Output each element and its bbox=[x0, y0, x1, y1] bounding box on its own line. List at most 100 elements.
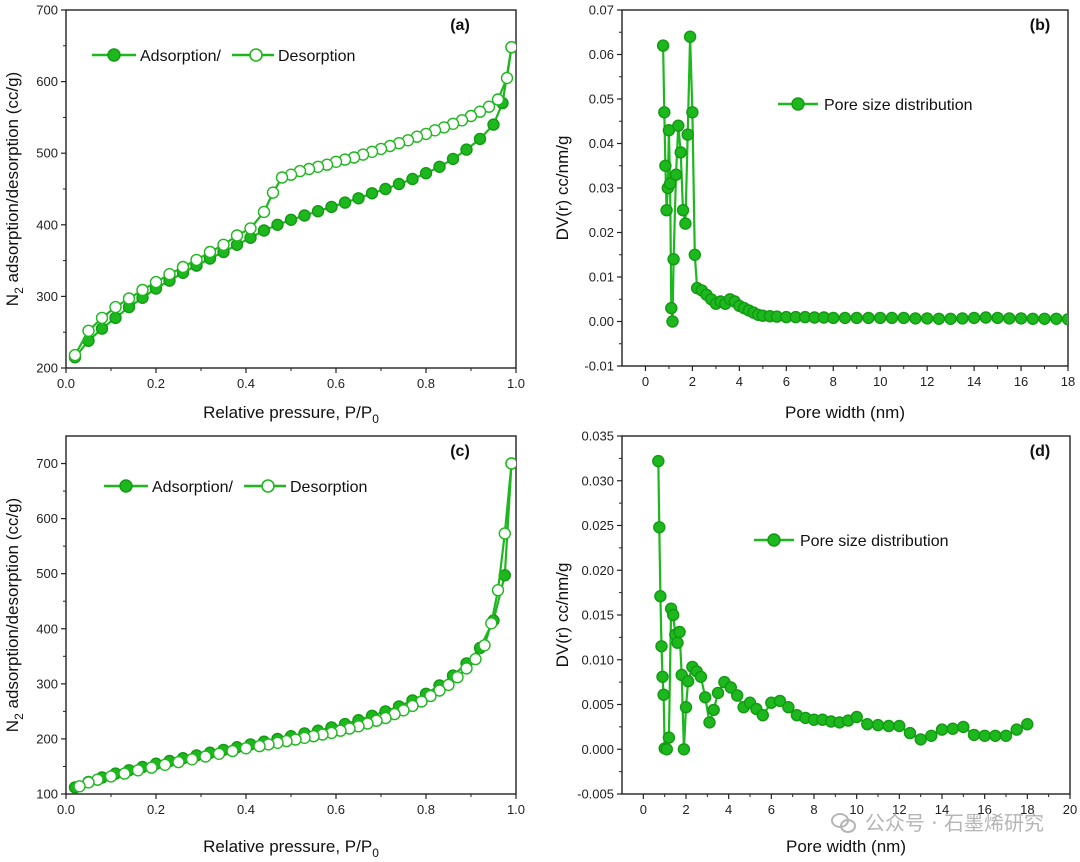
y-tick-label: 0.015 bbox=[581, 608, 614, 623]
panel-c: 0.0 0.2 0.4 0.6 0.8 1.0 100 200 300 400 500 600 700 R… bbox=[3, 435, 525, 860]
y-tick-label: -0.005 bbox=[577, 787, 614, 802]
x-tick-label: 0.2 bbox=[147, 802, 165, 817]
data-point-filled bbox=[699, 691, 712, 704]
data-point-filled bbox=[1026, 312, 1040, 325]
y-axis-title-text: adsorption/desorption (cc/g) bbox=[3, 498, 22, 713]
legend-label: Desorption bbox=[290, 479, 367, 496]
data-point-filled bbox=[871, 718, 885, 732]
legend-marker-filled bbox=[767, 533, 781, 547]
y-tick-label: -0.01 bbox=[584, 359, 614, 374]
data-point-filled bbox=[967, 311, 981, 325]
x-tick-label: 16 bbox=[1014, 374, 1028, 389]
data-point-filled bbox=[271, 218, 284, 232]
y-axis-title-subscript: 2 bbox=[12, 287, 26, 294]
panel-label: (c) bbox=[450, 443, 470, 460]
data-point-filled bbox=[652, 454, 665, 468]
data-point-filled bbox=[671, 636, 684, 649]
data-point-filled bbox=[731, 689, 744, 702]
data-point-filled bbox=[838, 311, 852, 325]
data-point-open bbox=[68, 348, 82, 362]
data-point-open bbox=[149, 275, 163, 289]
x-tick-label: 0.4 bbox=[237, 802, 255, 817]
x-tick-label: 0.6 bbox=[327, 376, 345, 391]
panel-label: (b) bbox=[1030, 17, 1050, 34]
y-tick-label: 0.05 bbox=[589, 92, 614, 107]
x-tick-label: 1.0 bbox=[507, 376, 525, 391]
y-tick-label: 300 bbox=[36, 676, 58, 691]
data-point-filled bbox=[683, 30, 697, 43]
data-point-filled bbox=[914, 733, 927, 746]
x-axis-title: Pore width (nm) bbox=[785, 403, 905, 422]
data-point-filled bbox=[658, 106, 671, 119]
legend-marker-filled bbox=[119, 479, 133, 493]
data-point-open bbox=[226, 744, 239, 758]
y-axis-title: N2 adsorption/desorption (cc/g) bbox=[3, 72, 26, 306]
data-point-filled bbox=[861, 718, 874, 731]
data-point-filled bbox=[667, 253, 680, 266]
x-tick-label: 6 bbox=[783, 374, 790, 389]
y-tick-label: 500 bbox=[36, 566, 58, 581]
y-tick-label: 0.010 bbox=[581, 652, 614, 667]
data-point-filled bbox=[897, 311, 910, 325]
x-axis-title-text: Pore width (nm) bbox=[786, 837, 906, 856]
data-point-open bbox=[145, 761, 158, 774]
x-tick-label: 20 bbox=[1063, 802, 1077, 817]
x-tick-label: 0.6 bbox=[327, 802, 345, 817]
data-point-open bbox=[275, 171, 289, 184]
x-axis-title-subscript: 0 bbox=[372, 412, 379, 426]
data-point-filled bbox=[674, 146, 687, 159]
data-point-filled bbox=[957, 720, 970, 734]
data-point-open bbox=[244, 222, 257, 235]
legend: Adsorption/Desorption bbox=[92, 48, 355, 65]
x-tick-label: 4 bbox=[736, 374, 743, 389]
data-point-filled bbox=[655, 640, 668, 653]
panel-label: (d) bbox=[1030, 443, 1050, 460]
data-point-filled bbox=[909, 312, 922, 325]
x-tick-label: 0 bbox=[642, 374, 649, 389]
x-axis-title-subscript: 0 bbox=[372, 846, 379, 860]
data-point-filled bbox=[656, 670, 669, 683]
x-tick-label: 6 bbox=[768, 802, 775, 817]
data-point-filled bbox=[978, 729, 991, 742]
data-point-filled bbox=[338, 196, 352, 209]
data-point-open bbox=[451, 671, 464, 684]
data-point-filled bbox=[677, 743, 691, 756]
data-point-open bbox=[158, 758, 172, 771]
panel-a: 0.0 0.2 0.4 0.6 0.8 1.0 200 300 400 500 600 700 Rela… bbox=[3, 3, 525, 427]
data-point-open bbox=[95, 311, 109, 325]
data-point-filled bbox=[893, 719, 906, 733]
data-point-open bbox=[491, 584, 505, 597]
data-point-open bbox=[185, 753, 199, 766]
y-tick-label: 0.025 bbox=[581, 518, 614, 533]
data-point-open bbox=[172, 755, 185, 769]
data-point-filled bbox=[672, 119, 685, 132]
data-point-filled bbox=[325, 200, 338, 214]
x-tick-label: 10 bbox=[873, 374, 887, 389]
x-tick-label: 0.2 bbox=[147, 376, 165, 391]
data-point-filled bbox=[921, 312, 934, 325]
data-point-filled bbox=[667, 608, 680, 622]
x-tick-label: 16 bbox=[977, 802, 991, 817]
y-tick-label: 700 bbox=[36, 456, 58, 471]
y-tick-label: 0.04 bbox=[589, 136, 614, 151]
y-axis-title: N2 adsorption/desorption (cc/g) bbox=[3, 498, 26, 732]
data-point-open bbox=[505, 41, 516, 54]
data-point-open bbox=[176, 260, 190, 274]
data-point-filled bbox=[944, 312, 957, 325]
data-point-filled bbox=[662, 731, 676, 744]
data-point-filled bbox=[724, 681, 737, 694]
series-adsorption bbox=[68, 41, 516, 364]
y-tick-label: 200 bbox=[36, 731, 58, 746]
data-point-filled bbox=[406, 172, 419, 186]
data-point-filled bbox=[660, 203, 673, 217]
data-point-filled bbox=[1010, 723, 1023, 736]
series-desorption bbox=[68, 41, 516, 362]
y-tick-label: 100 bbox=[36, 787, 58, 802]
data-point-open bbox=[478, 639, 491, 652]
x-tick-label: 0.8 bbox=[417, 802, 435, 817]
y-tick-label: 300 bbox=[36, 289, 58, 304]
x-tick-label: 14 bbox=[967, 374, 981, 389]
data-point-filled bbox=[773, 694, 787, 708]
data-point-filled bbox=[487, 118, 500, 131]
data-point-filled bbox=[676, 203, 690, 217]
